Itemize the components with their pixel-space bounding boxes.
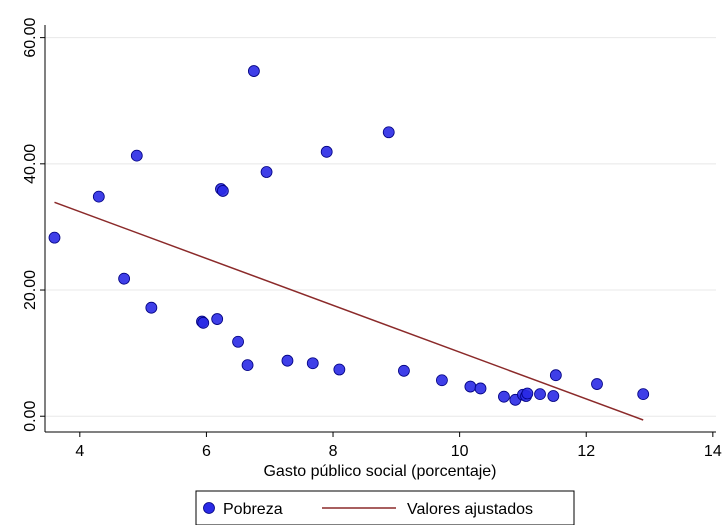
- data-point: [145, 301, 158, 314]
- y-tick-label: 40.00: [22, 144, 39, 184]
- x-tick-label: 14: [704, 443, 722, 460]
- data-point: [333, 363, 346, 376]
- data-point: [464, 380, 477, 393]
- legend: Pobreza Valores ajustados: [195, 490, 575, 526]
- x-tick-label: 8: [329, 443, 338, 460]
- data-point: [549, 369, 562, 382]
- data-point: [436, 374, 448, 387]
- y-tick-label: 0.00: [22, 401, 39, 432]
- data-point: [547, 390, 560, 402]
- x-tick-label: 10: [451, 443, 469, 460]
- data-point: [398, 364, 410, 377]
- data-point: [521, 387, 534, 400]
- data-point: [260, 166, 273, 178]
- fitted-line-layer: [54, 201, 644, 421]
- data-point: [241, 359, 254, 372]
- x-tick-label: 4: [75, 443, 84, 460]
- data-point: [591, 378, 603, 390]
- data-point: [197, 316, 210, 329]
- data-point: [48, 231, 61, 244]
- grid-lines: [45, 37, 716, 417]
- data-point: [382, 126, 395, 139]
- legend-label-pobreza: Pobreza: [223, 501, 283, 518]
- data-point: [281, 354, 294, 367]
- data-point: [320, 145, 333, 158]
- data-point: [232, 335, 244, 348]
- scatter-points: [48, 65, 650, 406]
- x-axis-label: Gasto público social (porcentaje): [263, 463, 496, 480]
- data-point: [92, 190, 105, 203]
- data-point: [474, 382, 487, 395]
- legend-label-valores: Valores ajustados: [407, 501, 533, 518]
- x-tick-label: 6: [202, 443, 211, 460]
- data-point: [216, 185, 229, 197]
- data-point: [130, 149, 143, 162]
- legend-marker-pobreza: [203, 502, 215, 514]
- x-tick-label: 12: [577, 443, 595, 460]
- data-point: [637, 388, 650, 401]
- fitted-line: [54, 201, 644, 421]
- data-point: [211, 313, 224, 325]
- y-tick-label: 60.00: [22, 18, 39, 58]
- axes: [44, 25, 716, 433]
- data-point: [534, 388, 546, 401]
- data-point: [306, 357, 319, 370]
- data-point: [118, 272, 131, 285]
- ticks: 0.00 20.00 40.00 60.00 4 6 8 10 12 14: [22, 18, 722, 460]
- y-tick-label: 20.00: [22, 270, 39, 310]
- data-point: [498, 390, 510, 403]
- data-point: [247, 65, 260, 77]
